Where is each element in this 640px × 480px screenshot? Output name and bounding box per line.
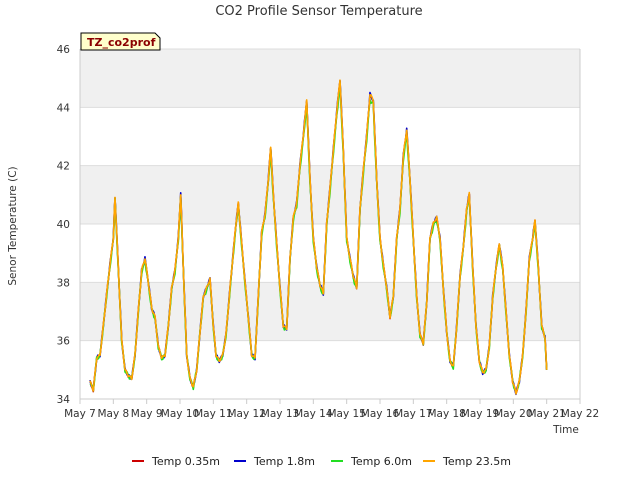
background-bands <box>80 49 580 341</box>
y-tick-label: 34 <box>57 394 71 406</box>
y-axis-ticks: 34 36 38 40 42 44 46 <box>57 44 71 406</box>
x-tick-label: May 14 <box>294 408 333 420</box>
background-band-2 <box>80 282 580 341</box>
y-tick-label: 40 <box>57 219 70 231</box>
y-axis-label: Senor Temperature (C) <box>7 166 19 285</box>
x-tick-label: May 21 <box>527 408 565 420</box>
legend-label-3: Temp 23.5m <box>442 455 511 468</box>
x-axis-label: Time <box>552 424 579 436</box>
series-line-3 <box>89 79 548 395</box>
x-tick-label: May 9 <box>131 408 163 420</box>
tz-badge: TZ_co2prof <box>80 32 161 51</box>
x-tick-label: May 11 <box>194 408 232 420</box>
chart-title: CO2 Profile Sensor Temperature <box>215 4 422 19</box>
x-tick-label: May 20 <box>494 408 532 420</box>
y-tick-label: 46 <box>57 44 71 56</box>
x-tick-label: May 18 <box>427 408 465 420</box>
legend-label-0: Temp 0.35m <box>151 455 220 468</box>
x-tick-label: May 10 <box>161 408 199 420</box>
y-tick-label: 44 <box>57 102 71 114</box>
background-band-0 <box>80 49 580 108</box>
x-tick-label: May 13 <box>261 408 299 420</box>
x-tick-label: May 7 <box>64 408 96 420</box>
legend-label-1: Temp 1.8m <box>253 455 315 468</box>
x-tick-label: May 12 <box>227 408 265 420</box>
legend-label-2: Temp 6.0m <box>350 455 412 468</box>
y-tick-label: 36 <box>57 336 71 348</box>
x-tick-label: May 19 <box>461 408 499 420</box>
x-tick-label: May 15 <box>327 408 365 420</box>
series-lines <box>89 79 548 396</box>
x-tick-label: May 17 <box>394 408 432 420</box>
y-tick-label: 38 <box>57 277 70 289</box>
badge-label: TZ_co2prof <box>87 36 156 49</box>
legend: Temp 0.35m Temp 1.8m Temp 6.0m Temp 23.5m <box>132 455 511 468</box>
x-tick-label: May 16 <box>361 408 400 420</box>
x-tick-label: May 22 <box>561 408 599 420</box>
axes <box>79 49 581 400</box>
y-tick-label: 42 <box>57 161 70 173</box>
x-tick-label: May 8 <box>97 408 129 420</box>
badge-box <box>80 32 161 51</box>
